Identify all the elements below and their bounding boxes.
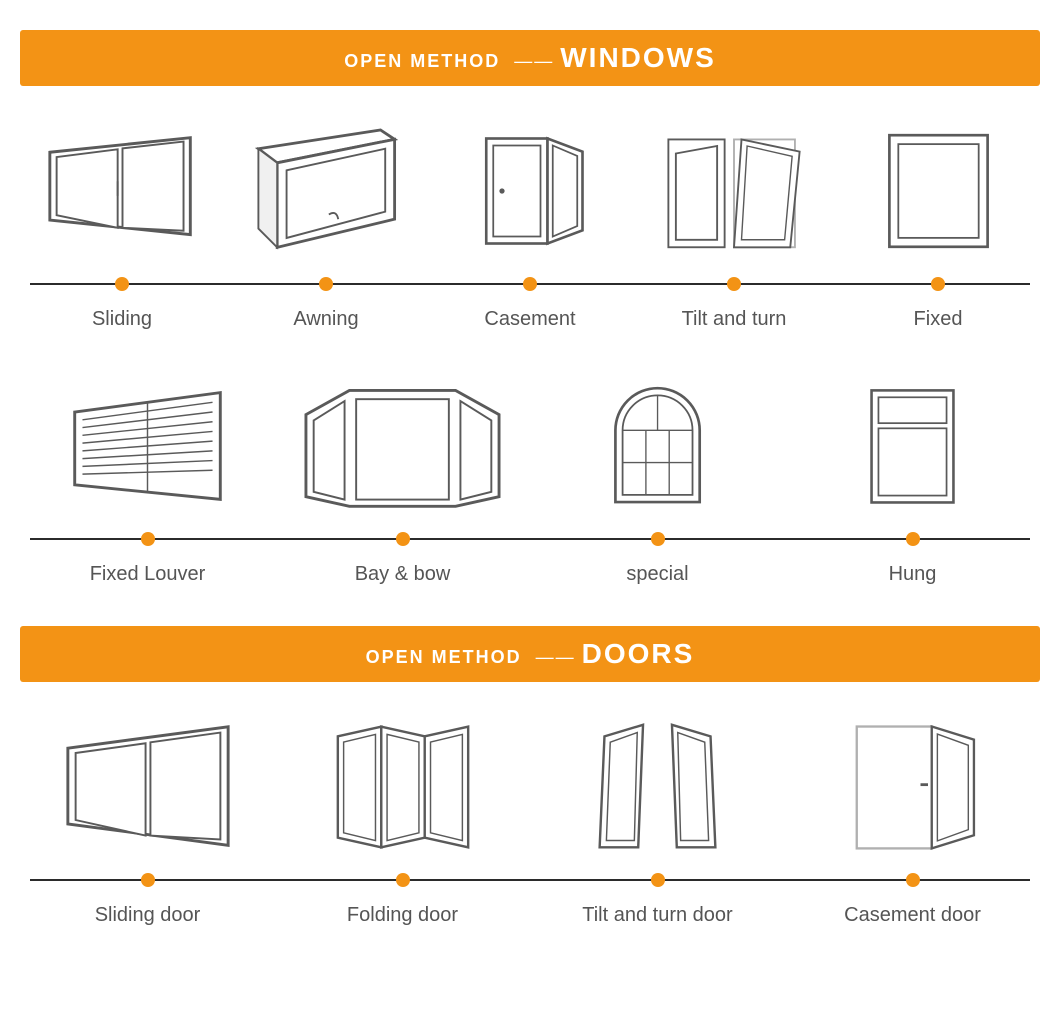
cell-louver-window	[20, 371, 275, 521]
cell-tilt-turn-door	[530, 712, 785, 862]
timeline-dot	[727, 277, 741, 291]
timeline-dot	[396, 532, 410, 546]
cell-sliding-window	[20, 116, 224, 266]
cell-casement-window	[428, 116, 632, 266]
cell-special-window	[530, 371, 785, 521]
timeline	[20, 870, 1040, 890]
label-tilt-turn-door: Tilt and turn door	[530, 904, 785, 927]
header-dashes: ——	[514, 51, 554, 71]
hung-window-icon	[850, 371, 975, 521]
timeline-dots	[20, 274, 1040, 294]
label-louver-window: Fixed Louver	[20, 563, 275, 586]
cell-tilt-turn-window	[632, 116, 836, 266]
timeline-dot	[523, 277, 537, 291]
casement-window-icon	[460, 116, 600, 266]
cell-bay-window	[275, 371, 530, 521]
sliding-window-icon	[45, 116, 200, 266]
cell-fixed-window	[836, 116, 1040, 266]
label-casement-door: Casement door	[785, 904, 1040, 927]
timeline-dot	[141, 532, 155, 546]
icon-row	[20, 371, 1040, 521]
windows-header: OPEN METHOD —— WINDOWS	[20, 30, 1040, 86]
fixed-window-icon	[876, 116, 1001, 266]
doors-header: OPEN METHOD —— DOORS	[20, 626, 1040, 682]
timeline-dot	[396, 873, 410, 887]
header-main: DOORS	[582, 638, 695, 669]
labels-row: SlidingAwningCasementTilt and turnFixed	[20, 308, 1040, 331]
cell-folding-door	[275, 712, 530, 862]
timeline	[20, 274, 1040, 294]
folding-door-icon	[328, 712, 478, 862]
timeline-dot	[141, 873, 155, 887]
label-sliding-door: Sliding door	[20, 904, 275, 927]
label-bay-window: Bay & bow	[275, 563, 530, 586]
cell-casement-door	[785, 712, 1040, 862]
casement-door-icon	[838, 712, 988, 862]
tilt-turn-window-icon	[659, 116, 809, 266]
label-casement-window: Casement	[428, 308, 632, 331]
icon-row	[20, 712, 1040, 862]
timeline-dots	[20, 870, 1040, 890]
label-awning-window: Awning	[224, 308, 428, 331]
timeline-dot	[906, 532, 920, 546]
timeline-dot	[931, 277, 945, 291]
label-special-window: special	[530, 563, 785, 586]
header-prefix: OPEN METHOD	[344, 51, 500, 71]
label-folding-door: Folding door	[275, 904, 530, 927]
label-sliding-window: Sliding	[20, 308, 224, 331]
sliding-door-icon	[63, 712, 233, 862]
timeline-dot	[651, 532, 665, 546]
labels-row: Sliding doorFolding doorTilt and turn do…	[20, 904, 1040, 927]
header-prefix: OPEN METHOD	[366, 647, 522, 667]
timeline-dot	[651, 873, 665, 887]
timeline-dots	[20, 529, 1040, 549]
timeline-dot	[906, 873, 920, 887]
awning-window-icon	[249, 116, 404, 266]
timeline-dot	[115, 277, 129, 291]
cell-sliding-door	[20, 712, 275, 862]
label-hung-window: Hung	[785, 563, 1040, 586]
cell-awning-window	[224, 116, 428, 266]
header-dashes: ——	[536, 647, 576, 667]
special-window-icon	[593, 371, 723, 521]
label-fixed-window: Fixed	[836, 308, 1040, 331]
labels-row: Fixed LouverBay & bowspecialHung	[20, 563, 1040, 586]
icon-row	[20, 116, 1040, 266]
timeline	[20, 529, 1040, 549]
header-main: WINDOWS	[560, 42, 716, 73]
timeline-dot	[319, 277, 333, 291]
louver-window-icon	[65, 371, 230, 521]
label-tilt-turn-window: Tilt and turn	[632, 308, 836, 331]
bay-window-icon	[295, 371, 510, 521]
tilt-turn-door-icon	[590, 712, 725, 862]
cell-hung-window	[785, 371, 1040, 521]
